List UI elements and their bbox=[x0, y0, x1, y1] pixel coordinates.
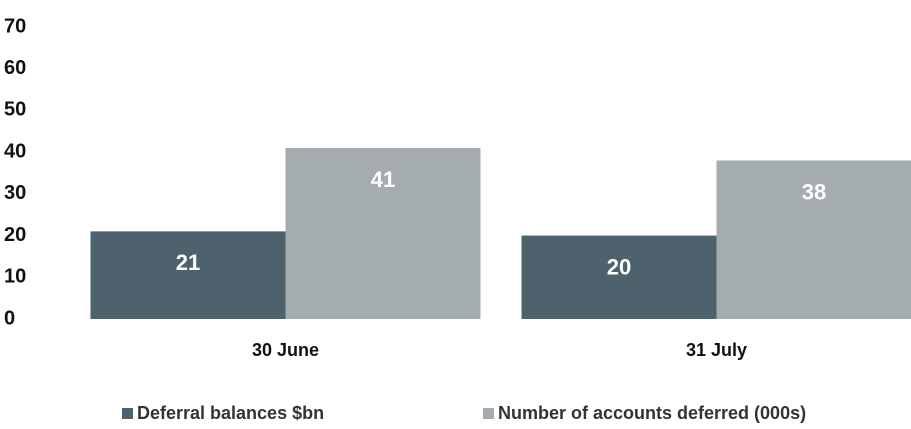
bar bbox=[521, 235, 717, 319]
y-tick-label: 40 bbox=[4, 140, 26, 162]
data-label: 38 bbox=[802, 179, 826, 204]
y-tick-label: 30 bbox=[4, 182, 26, 204]
x-tick-label: 30 June bbox=[252, 340, 319, 360]
legend-label: Number of accounts deferred (000s) bbox=[498, 403, 806, 423]
y-tick-label: 0 bbox=[4, 307, 15, 329]
y-tick-label: 50 bbox=[4, 99, 26, 121]
x-tick-label: 31 July bbox=[686, 340, 747, 360]
legend-swatch bbox=[122, 408, 133, 419]
data-label: 21 bbox=[176, 250, 200, 275]
y-tick-label: 20 bbox=[4, 224, 26, 246]
data-label: 20 bbox=[607, 254, 631, 279]
legend-label: Deferral balances $bn bbox=[137, 403, 324, 423]
bar bbox=[90, 231, 286, 319]
data-label: 41 bbox=[371, 167, 395, 192]
bar bbox=[285, 147, 481, 319]
y-tick-label: 70 bbox=[4, 15, 26, 37]
bar bbox=[716, 160, 911, 319]
legend-swatch bbox=[483, 408, 494, 419]
y-tick-label: 10 bbox=[4, 266, 26, 288]
y-tick-label: 60 bbox=[4, 57, 26, 79]
